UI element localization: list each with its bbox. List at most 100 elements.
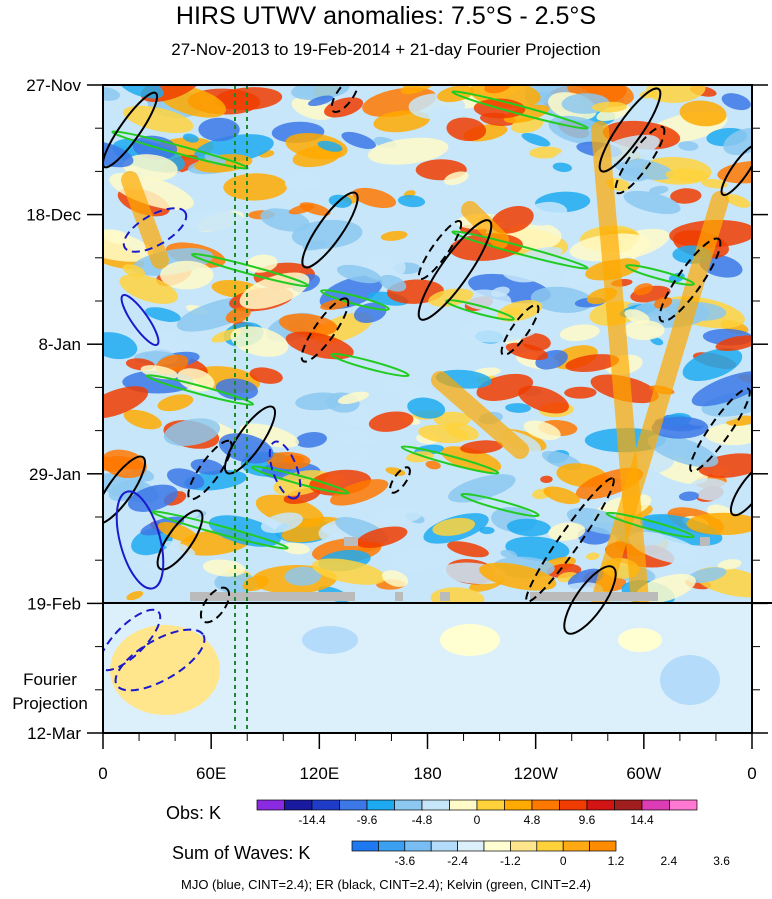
- colorbar-tick-label: 3.6: [713, 854, 730, 868]
- obs-anomaly-cell: [337, 391, 369, 405]
- obs-anomaly-cell: [336, 264, 382, 284]
- obs-anomaly-cell: [425, 460, 441, 470]
- colorbar-swatch: [256, 799, 285, 811]
- wave-contour: [605, 511, 695, 539]
- missing-data: [395, 592, 403, 601]
- colorbar-swatch: [421, 799, 450, 811]
- colorbar-tick-label: -3.6: [394, 854, 415, 868]
- obs-anomaly-cell: [103, 332, 138, 360]
- colorbar-swatch: [510, 840, 538, 852]
- y-tick-label: 8-Jan: [38, 335, 81, 354]
- warm-streak: [461, 201, 509, 249]
- obs-anomaly-cell: [158, 521, 199, 543]
- obs-anomaly-cell: [564, 386, 597, 399]
- colorbar-swatch: [351, 840, 379, 852]
- wave-contour: [720, 144, 752, 196]
- colorbar-swatch: [536, 840, 564, 852]
- wave-contour: [525, 477, 615, 603]
- obs-anomaly-cell: [628, 531, 704, 565]
- obs-anomaly-cell: [249, 367, 283, 384]
- obs-anomaly-cell: [705, 423, 752, 446]
- obs-anomaly-cell: [565, 354, 620, 372]
- colorbar-swatch: [311, 799, 340, 811]
- obs-anomaly-cell: [284, 172, 322, 192]
- missing-data: [344, 537, 358, 546]
- obs-anomaly-cell: [484, 85, 511, 94]
- obs-anomaly-cell: [288, 204, 315, 215]
- obs-anomaly-cell: [633, 283, 653, 296]
- wave-contour: [301, 191, 359, 269]
- obs-anomaly-cell: [682, 348, 743, 381]
- obs-anomaly-cell: [679, 100, 727, 127]
- wave-contour: [658, 237, 722, 323]
- obs-anomaly-cell: [624, 309, 650, 324]
- colorbar-swatch: [339, 799, 368, 811]
- colorbar-swatch: [483, 840, 511, 852]
- obs-anomaly-cell: [433, 411, 471, 428]
- obs-anomaly-cell: [432, 517, 476, 536]
- obs-anomaly-cell: [352, 187, 397, 209]
- obs-anomaly-cell: [725, 194, 751, 208]
- colorbar-tick-label: 9.6: [579, 813, 596, 827]
- colorbar-tick-label: -14.4: [298, 813, 326, 827]
- x-tick-label: 60W: [626, 764, 661, 783]
- colorbar-swatch: [562, 840, 590, 852]
- y-tick-label: 12-Mar: [27, 724, 81, 743]
- obs-anomaly-cell: [103, 386, 149, 419]
- obs-anomaly-cell: [650, 337, 664, 346]
- obs-anomaly-cell: [407, 397, 446, 419]
- obs-anomaly-cell: [341, 131, 376, 149]
- colorbar-swatch: [504, 799, 533, 811]
- wave-contour: [400, 445, 500, 475]
- colorbar-swatch: [614, 799, 643, 811]
- colorbar-swatch: [457, 840, 485, 852]
- obs-anomaly-cell: [346, 447, 376, 461]
- obs-legend-label: Obs: K: [166, 803, 222, 823]
- obs-anomaly-cell: [530, 286, 593, 313]
- wave-contour: [330, 352, 410, 378]
- projection-anomaly: [440, 624, 500, 656]
- obs-anomaly-cell: [163, 540, 196, 556]
- obs-anomaly-cell: [120, 489, 141, 499]
- colorbar-swatch: [366, 799, 395, 811]
- obs-anomaly-cell: [354, 302, 387, 323]
- wave-contour: [103, 91, 159, 169]
- obs-anomaly-cell: [447, 541, 489, 558]
- obs-anomaly-cell: [308, 95, 334, 106]
- obs-anomaly-cell: [284, 566, 322, 586]
- obs-anomaly-cell: [647, 434, 719, 468]
- obs-anomaly-cell: [543, 486, 581, 505]
- obs-anomaly-cell: [552, 162, 573, 172]
- wave-contour: [224, 405, 276, 475]
- colorbar-swatch: [284, 799, 313, 811]
- wave-contour: [199, 586, 231, 624]
- colorbar-tick-label: 0: [474, 813, 481, 827]
- warm-streak: [431, 371, 529, 459]
- obs-anomaly-cell: [246, 254, 278, 273]
- obs-anomaly-cell: [103, 87, 121, 101]
- wave-contours: [103, 85, 752, 692]
- colorbar-swatch: [378, 840, 406, 852]
- colorbar-tick-label: -9.6: [357, 813, 378, 827]
- obs-anomaly-cell: [446, 117, 487, 142]
- obs-anomaly-cell: [103, 227, 154, 262]
- missing-data: [440, 592, 450, 601]
- colorbar-swatch: [430, 840, 458, 852]
- obs-anomaly-cell: [317, 140, 343, 152]
- obs-anomaly-cell: [127, 484, 178, 512]
- chart-subtitle: 27-Nov-2013 to 19-Feb-2014 + 21-day Four…: [171, 40, 601, 59]
- colorbar-swatch: [476, 799, 505, 811]
- obs-anomaly-cell: [458, 316, 540, 343]
- obs-anomaly-cell: [295, 432, 327, 448]
- obs-anomaly-cell: [445, 422, 479, 441]
- wave-contour: [250, 465, 350, 495]
- chart-title: HIRS UTWV anomalies: 7.5°S - 2.5°S: [175, 2, 597, 30]
- obs-anomaly-cell: [123, 105, 194, 134]
- obs-anomaly-cell: [177, 368, 215, 392]
- wave-contour: [268, 440, 302, 500]
- obs-anomaly-cell: [239, 272, 310, 309]
- projection-anomaly: [660, 655, 720, 705]
- obs-anomaly-cell: [503, 104, 550, 124]
- wave-contour: [191, 252, 309, 288]
- obs-anomaly-cell: [665, 168, 710, 183]
